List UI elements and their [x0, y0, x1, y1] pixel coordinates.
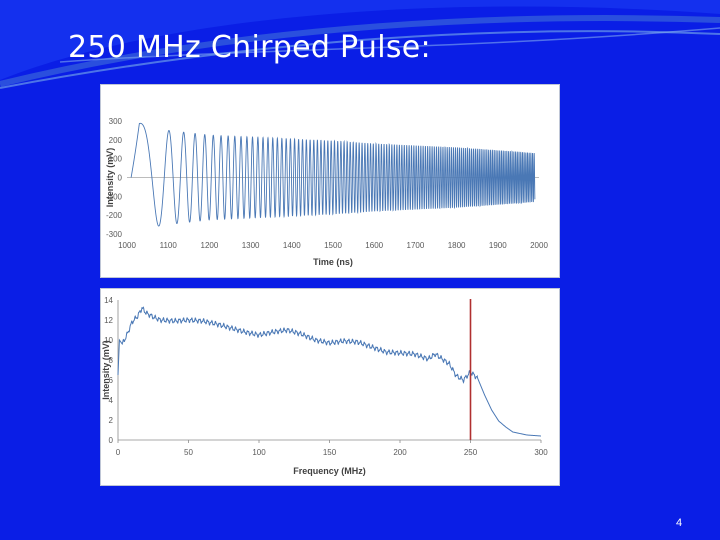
y-tick-label: -300: [106, 230, 123, 239]
y-tick-label: 300: [109, 117, 123, 126]
y-tick-label: 6: [109, 376, 114, 385]
x-tick-label: 1600: [365, 241, 383, 250]
y-tick-label: 8: [109, 356, 114, 365]
x-tick-label: 2000: [530, 241, 548, 250]
y-tick-label: 200: [109, 136, 123, 145]
x-tick-label: 200: [393, 448, 407, 457]
y-axis-title: Intensity (mV): [105, 148, 115, 208]
y-tick-label: 2: [109, 416, 114, 425]
y-tick-label: 0: [109, 436, 114, 445]
y-tick-label: 14: [104, 296, 113, 305]
x-tick-label: 300: [534, 448, 548, 457]
x-tick-label: 1300: [242, 241, 260, 250]
x-tick-label: 1200: [201, 241, 219, 250]
y-tick-label: 4: [109, 396, 114, 405]
x-tick-label: 1800: [448, 241, 466, 250]
x-axis-title: Frequency (MHz): [293, 466, 366, 476]
x-tick-label: 1500: [324, 241, 342, 250]
time-domain-chart: 300 200 100 0 -100 -200 -300 1000 1100 1200 1300 14…: [100, 84, 560, 278]
x-tick-label: 1400: [283, 241, 301, 250]
page-number: 4: [676, 517, 683, 529]
slide-title: 250 MHz Chirped Pulse:: [68, 30, 431, 65]
chirp-waveform-line: [130, 122, 536, 227]
frequency-domain-chart: 14 12 10 8 6 4 2 0 0 50 100 150 200 250 300 Frequency (…: [100, 288, 560, 486]
x-tick-label: 250: [464, 448, 478, 457]
y-tick-label: 10: [104, 336, 113, 345]
header-swoosh: [0, 0, 720, 89]
x-tick-label: 0: [116, 448, 121, 457]
x-tick-label: 1700: [407, 241, 425, 250]
y-tick-label: 12: [104, 316, 113, 325]
x-tick-label: 100: [252, 448, 266, 457]
y-axis-title: Intensity (mV): [101, 340, 111, 400]
x-tick-label: 1900: [489, 241, 507, 250]
x-tick-label: 1100: [160, 241, 178, 250]
y-tick-label: -100: [106, 192, 123, 201]
y-tick-label: 0: [118, 174, 123, 183]
y-tick-label: 100: [109, 155, 123, 164]
x-axis-title: Time (ns): [313, 257, 353, 267]
x-tick-label: 1000: [118, 241, 136, 250]
spectrum-line: [117, 306, 542, 437]
x-tick-label: 150: [323, 448, 337, 457]
y-tick-label: -200: [106, 211, 123, 220]
x-tick-label: 50: [184, 448, 193, 457]
